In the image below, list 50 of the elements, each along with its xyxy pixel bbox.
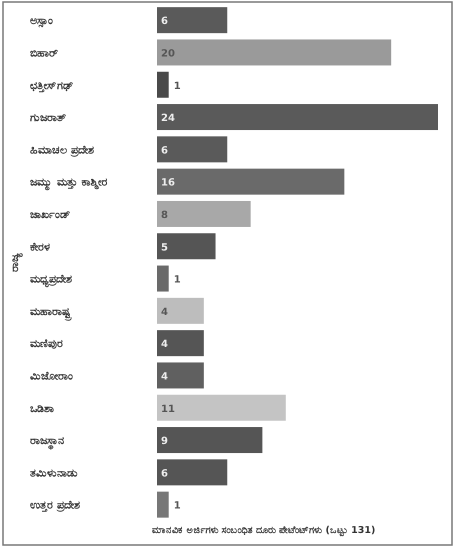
bar — [157, 104, 438, 130]
data-label: 20 — [161, 48, 175, 60]
data-label: 1 — [174, 80, 181, 92]
data-label: 11 — [161, 404, 175, 415]
bar — [157, 7, 228, 34]
y-tick-label: ಅಸ್ಸಾಂ — [30, 14, 53, 28]
data-label: 6 — [161, 16, 168, 28]
data-label: 1 — [174, 274, 181, 286]
bar — [157, 427, 262, 454]
text: ಮಾನವಿಕ ಅರ್ಜಿಗಳು ಸಂಬಂಧಿತ ದೂರು ಪೇಟೆಂಟ್‌ಗಳು (ಒಟ್ಟು 131) — [152, 525, 376, 537]
bar — [157, 362, 204, 388]
y-tick-label: ಉತ್ತರ ಪ್ರದೇಶ — [30, 498, 80, 513]
data-label: 9 — [161, 436, 168, 448]
bar — [157, 394, 286, 421]
bar — [157, 330, 204, 356]
y-tick-label: ಮಣಿಪುರ — [30, 337, 63, 350]
y-tick-label: ಗುಜರಾತ್ — [30, 111, 67, 124]
y-tick-label: ಕೇರಳ — [30, 240, 50, 254]
data-label: 6 — [161, 468, 168, 480]
y-tick-label: ತಮಿಳುನಾಡು — [30, 466, 78, 480]
y-tick-label: ರಾಜಸ್ಥಾನ — [30, 434, 64, 450]
bar — [157, 233, 216, 260]
y-tick-label: ಮಧ್ಯಪ್ರದೇಶ — [30, 272, 72, 288]
y-tick-label: ಮಿಜೋರಾಂ — [30, 369, 73, 382]
data-label: 4 — [161, 371, 168, 382]
bar — [157, 492, 169, 518]
y-tick-label: ಒಡಿಶಾ — [30, 402, 54, 415]
bar — [157, 200, 251, 227]
y-tick-label: ಛತ್ತೀಸ್‌ಗಢ್ — [30, 78, 74, 93]
data-label: 8 — [161, 210, 168, 221]
bar — [157, 136, 228, 162]
y-tick-label: ಜಮ್ಮು ಮತ್ತು ಕಾಶ್ಮೀರ — [30, 176, 108, 191]
y-tick-label: ಹಿಮಾಚಲ ಪ್ರದೇಶ — [30, 143, 94, 158]
bar — [157, 72, 169, 98]
bar — [157, 168, 344, 195]
data-label: 24 — [161, 113, 175, 124]
bar — [157, 266, 169, 292]
data-label: 16 — [161, 178, 175, 189]
data-label: 5 — [161, 242, 168, 254]
bar — [157, 459, 228, 486]
data-label: 4 — [161, 339, 168, 350]
y-tick-label: ಜಾರ್ಖಂಡ್ — [30, 208, 71, 221]
y-tick-label: ಮಹಾರಾಷ್ಟ್ರ — [30, 304, 72, 321]
data-label: 4 — [161, 306, 168, 318]
y-tick-label: ಬಿಹಾರ್ — [30, 46, 59, 60]
y-axis-title: ರಾಜ್ಯ — [8, 252, 23, 272]
data-label: 1 — [174, 500, 181, 512]
bar — [157, 298, 204, 324]
data-label: 6 — [161, 145, 168, 156]
bar — [157, 39, 392, 66]
